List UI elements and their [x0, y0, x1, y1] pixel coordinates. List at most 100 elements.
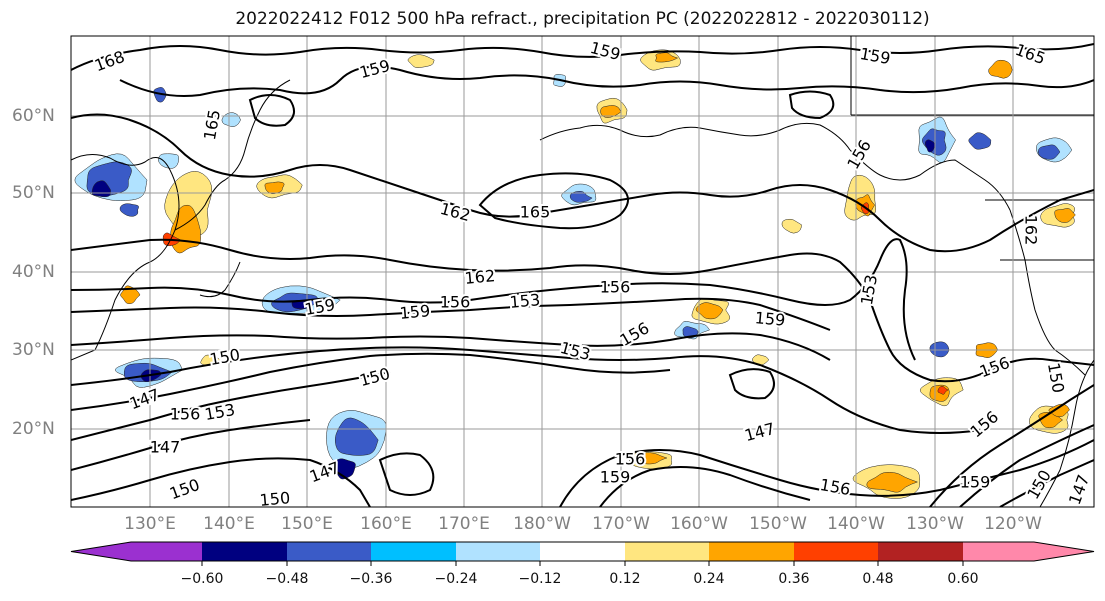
contour-label: 162: [1022, 215, 1041, 246]
coast-line: [539, 122, 851, 151]
colorbar-label: 0.36: [778, 571, 810, 587]
contour-label: 150: [259, 488, 291, 510]
precip-patch: [781, 218, 803, 234]
precip-patch: [120, 285, 141, 304]
colorbar-label: −0.48: [265, 571, 309, 587]
precip-patch: [1037, 144, 1061, 160]
contour-label: 159: [754, 308, 786, 330]
colorbar-segment: [371, 542, 456, 561]
precip-patch: [695, 302, 724, 320]
lon-label: 160°E: [360, 514, 412, 534]
coast-line: [1009, 209, 1086, 376]
lon-label: 160°W: [670, 514, 728, 534]
colorbar-label: −0.12: [518, 571, 562, 587]
precip-patch: [158, 153, 179, 169]
lon-label: 170°E: [438, 514, 490, 534]
contour-line: [71, 238, 916, 361]
colorbar-label: 0.12: [609, 571, 641, 587]
precip-patch: [334, 417, 379, 456]
colorbar-segment: [202, 542, 287, 561]
lon-label: 170°W: [592, 514, 650, 534]
contour-line: [71, 113, 1094, 253]
contour-line: [999, 459, 1094, 507]
lat-label: 20°N: [12, 419, 55, 439]
coast-line: [71, 154, 180, 361]
contour-label: 156: [440, 293, 471, 312]
contour-label: 159: [600, 468, 631, 487]
contour-line: [248, 94, 295, 127]
colorbar-label: −0.24: [434, 571, 478, 587]
lat-label: 40°N: [12, 262, 55, 282]
lon-label: 150°W: [749, 514, 807, 534]
precip-patch: [1054, 208, 1076, 223]
contour-line: [929, 384, 1094, 507]
precip-patch: [119, 203, 139, 217]
lon-label: 140°W: [827, 514, 885, 534]
colorbar-segment: [71, 542, 202, 561]
contour-line: [71, 346, 981, 434]
lat-label: 50°N: [12, 183, 55, 203]
colorbar-segment: [625, 542, 709, 561]
precip-patch: [988, 59, 1013, 79]
precip-patch: [924, 139, 936, 153]
colorbar-label: 0.60: [947, 571, 979, 587]
colorbar-segment: [287, 542, 371, 561]
contour-line: [71, 238, 1094, 383]
map-frame: [70, 35, 1095, 508]
lat-label: 60°N: [12, 106, 55, 126]
contour-label: 156: [615, 450, 646, 469]
precip-patch: [866, 472, 919, 493]
contour-line: [478, 172, 629, 230]
contour-line: [71, 43, 1094, 71]
contour-line: [119, 65, 1094, 97]
colorbar-segment: [709, 542, 794, 561]
coast-line: [1039, 359, 1094, 507]
coast-line: [199, 261, 241, 298]
contour-line: [959, 424, 1094, 507]
contour-line: [71, 297, 831, 331]
contour-line: [599, 465, 811, 507]
precip-patch: [752, 354, 770, 366]
colorbar-segment: [456, 542, 540, 561]
lon-label: 140°E: [203, 514, 255, 534]
colorbar-segment: [540, 542, 625, 561]
precip-patch: [968, 132, 992, 150]
contour-label: 159: [303, 295, 336, 319]
precip-patch: [569, 191, 593, 203]
coast-line: [174, 79, 291, 231]
contour-line: [71, 419, 311, 471]
contour-label: 147: [150, 438, 181, 457]
colorbar-label: 0.48: [862, 571, 894, 587]
coastline: [71, 36, 1094, 507]
contour-line: [559, 439, 1094, 507]
contour-label: 159: [960, 473, 991, 492]
contour-label: 156: [170, 405, 201, 424]
contour-line: [378, 452, 435, 496]
lon-label: 130°E: [124, 514, 176, 534]
map-title: 2022022412 F012 500 hPa refract., precip…: [235, 9, 930, 29]
lon-label: 130°W: [906, 514, 964, 534]
lon-label: 180°W: [513, 514, 571, 534]
colorbar-label: 0.24: [693, 571, 725, 587]
contour-label: 156: [600, 278, 631, 297]
precip-patch: [655, 52, 679, 63]
precip-patch: [633, 452, 668, 465]
contour-line: [71, 332, 831, 361]
contour-line: [71, 352, 671, 411]
precip-patch: [407, 54, 435, 68]
colorbar-segment: [878, 542, 963, 561]
contour-line: [788, 90, 835, 120]
colorbar-segment: [794, 542, 878, 561]
colorbar-segment: [963, 542, 1094, 561]
coast-line: [985, 199, 1094, 261]
colorbar-label: −0.60: [180, 571, 224, 587]
contour-line: [71, 457, 371, 507]
refractivity-contours: [71, 43, 1094, 507]
contour-label: 150: [1044, 361, 1068, 394]
colorbar-outline: [70, 541, 1095, 562]
lon-label: 120°W: [984, 514, 1042, 534]
precip-patch: [937, 386, 949, 395]
contour-label: 165: [520, 203, 551, 222]
